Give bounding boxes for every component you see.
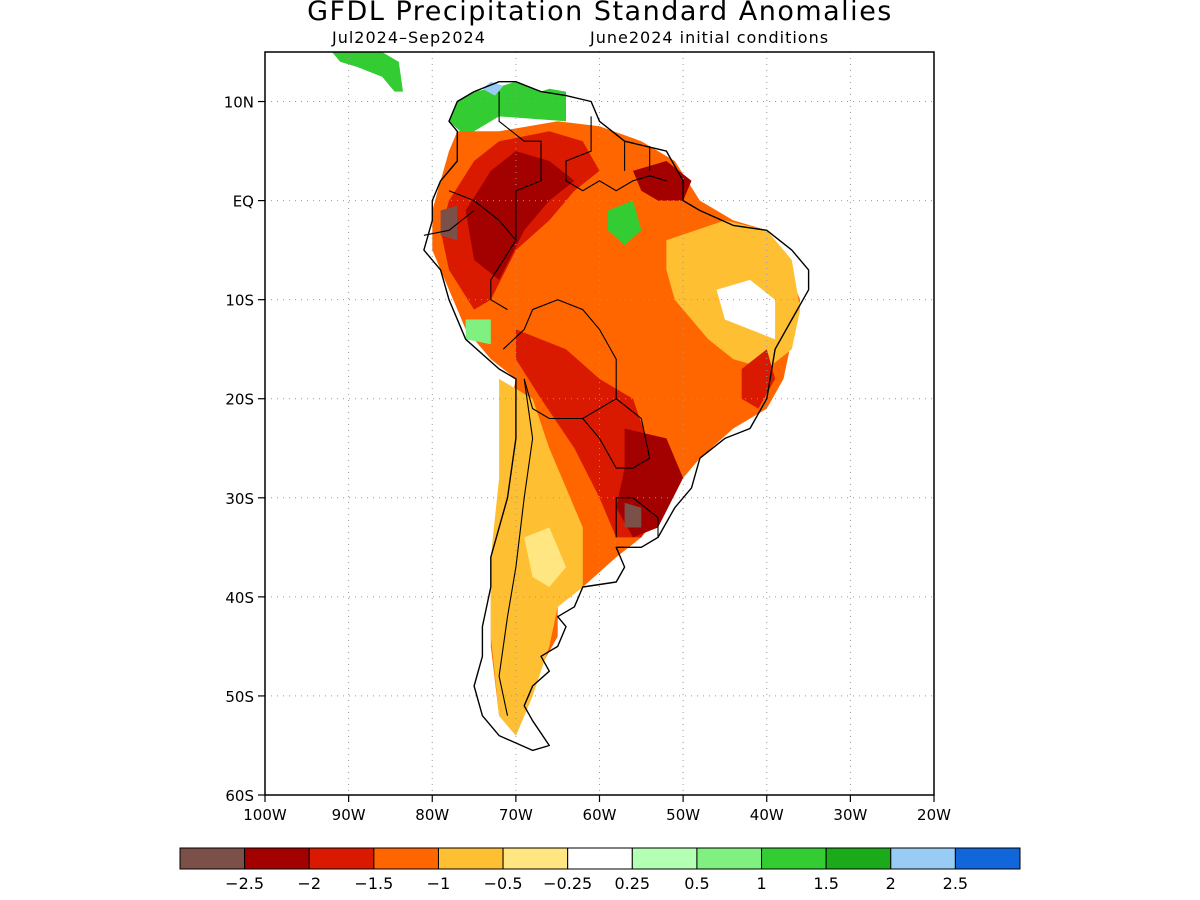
- colorbar-swatch: [179, 847, 246, 870]
- colorbar-swatch: [696, 847, 763, 870]
- lon-tick-label: 80W: [415, 806, 449, 824]
- anomaly-brazil-white: [716, 279, 776, 340]
- lat-tick-label: 30S: [225, 490, 254, 508]
- lon-tick-label: 50W: [666, 806, 700, 824]
- country-border: [615, 497, 659, 538]
- colorbar-swatch: [631, 847, 698, 870]
- colorbar-label: 1: [756, 874, 766, 893]
- colorbar-swatch: [954, 847, 1021, 870]
- anomaly-venezuela-colombia-wet: [449, 81, 566, 137]
- colorbar-label: −1.5: [354, 874, 393, 893]
- colorbar-label: −0.5: [484, 874, 523, 893]
- colorbar-swatch: [373, 847, 439, 870]
- colorbar-label: −2.5: [225, 874, 264, 893]
- lat-tick-label: EQ: [233, 193, 254, 211]
- colorbar-label: 2: [886, 874, 896, 893]
- colorbar-label: 0.5: [684, 874, 709, 893]
- continent-coastline: [423, 80, 810, 752]
- anomaly-central-america-wet: [331, 52, 403, 92]
- colorbar-label: −1: [427, 874, 451, 893]
- lat-tick-label: 20S: [225, 391, 254, 409]
- lon-tick-label: 60W: [583, 806, 617, 824]
- lon-tick-label: 20W: [917, 806, 951, 824]
- country-border: [502, 299, 617, 420]
- anomaly-fill-layer: [331, 52, 801, 736]
- colorbar-swatch: [437, 847, 504, 870]
- colorbar-swatch: [761, 847, 827, 870]
- country-border: [565, 116, 667, 192]
- lon-tick-label: 90W: [332, 806, 366, 824]
- lon-tick-label: 40W: [750, 806, 784, 824]
- country-border: [582, 398, 651, 469]
- colorbar-swatch: [567, 847, 633, 870]
- colorbar-label: 2.5: [943, 874, 968, 893]
- country-border: [498, 378, 534, 716]
- colorbar-swatch: [825, 847, 892, 870]
- colorbar-label: −0.25: [543, 874, 592, 893]
- anomaly-ecuador-brown: [440, 205, 458, 241]
- initial-conditions: June2024 initial conditions: [590, 28, 830, 47]
- anomaly-peru-wet-spot: [465, 319, 491, 345]
- colorbar-swatch: [890, 847, 956, 870]
- lat-tick-label: 10N: [224, 94, 254, 112]
- colorbar: −2.5 −2 −1.5 −1 −0.5 −0.25 0.25 0.5 1 1.5 2 2.5: [179, 847, 1021, 893]
- lat-tick-label: 40S: [225, 589, 254, 607]
- lat-tick-label: 10S: [225, 292, 254, 310]
- lon-tick-label: 30W: [833, 806, 867, 824]
- anomaly-patagonia-pale: [524, 527, 566, 587]
- colorbar-label: −2: [297, 874, 321, 893]
- colorbar-swatch: [502, 847, 569, 870]
- colorbar-label: 1.5: [813, 874, 838, 893]
- lon-tick-label: 70W: [499, 806, 533, 824]
- anomaly-uruguay-brown: [624, 502, 642, 528]
- anomaly-amazon-darkred: [465, 151, 575, 280]
- colorbar-label: 0.25: [614, 874, 650, 893]
- colorbar-swatch: [244, 847, 310, 870]
- country-border: [423, 210, 475, 236]
- forecast-period: Jul2024–Sep2024: [332, 28, 486, 47]
- lon-tick-label: 100W: [243, 806, 287, 824]
- colorbar-swatch: [308, 847, 375, 870]
- country-border: [498, 91, 542, 241]
- anomaly-blue-spot: [482, 81, 504, 96]
- map-title: GFDL Precipitation Standard Anomalies: [307, 0, 893, 27]
- anomaly-brazil-wet-spot: [607, 200, 642, 246]
- lat-tick-label: 50S: [225, 688, 254, 706]
- coastlines: [423, 80, 810, 752]
- lat-tick-label: 60S: [225, 787, 254, 805]
